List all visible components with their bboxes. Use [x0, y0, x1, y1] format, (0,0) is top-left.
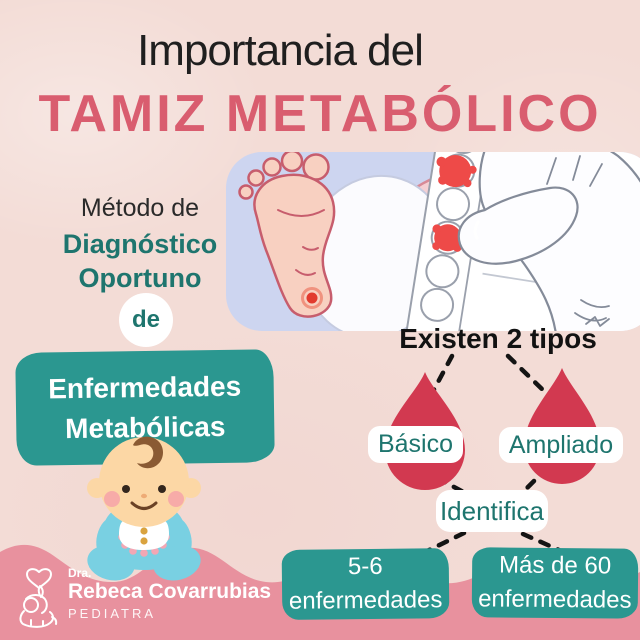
gloved-hand-icon [457, 152, 640, 331]
result-box-ampliado: Más de 60 enfermedades [471, 547, 639, 619]
identifica-label-pill: Identifica [436, 490, 548, 532]
logo-prefix: Dra. [68, 566, 92, 580]
subject-box-line-1: Enfermedades [48, 370, 242, 404]
blood-spots [432, 155, 477, 252]
result-box-basico: 5-6 enfermedades [281, 548, 450, 620]
method-intro-text: Método de [80, 194, 200, 222]
heel-prick-dot [306, 292, 318, 304]
basico-label-pill: Básico [368, 426, 463, 463]
title-line-2: TAMIZ METABÓLICO [38, 85, 602, 143]
de-connector-circle: de [119, 293, 173, 347]
logo-name: Rebeca Covarrubias [68, 580, 272, 603]
result-basico-line-1: 5-6 [347, 552, 383, 581]
method-highlight-2: Oportuno [78, 263, 202, 293]
blood-drop-ampliado-icon [524, 368, 600, 484]
heel-prick-illustration [226, 152, 640, 331]
baby-foot-icon [238, 152, 336, 318]
elephant-heart-balloon-icon [19, 568, 58, 628]
result-ampliado-line-1: Más de 60 [498, 551, 612, 580]
types-heading: Existen 2 tipos [399, 323, 597, 354]
ampliado-label-pill: Ampliado [499, 427, 623, 463]
sitting-baby-icon [87, 436, 201, 581]
result-ampliado-line-2: enfermedades [478, 585, 632, 614]
hair-curl [133, 436, 163, 469]
title-line-1: Importancia del [137, 26, 424, 75]
heel-prick-ring [301, 287, 323, 309]
logo-specialty: PEDIATRA [68, 606, 157, 621]
result-basico-line-2: enfermedades [288, 586, 443, 615]
method-highlight-1: Diagnóstico [62, 229, 218, 259]
